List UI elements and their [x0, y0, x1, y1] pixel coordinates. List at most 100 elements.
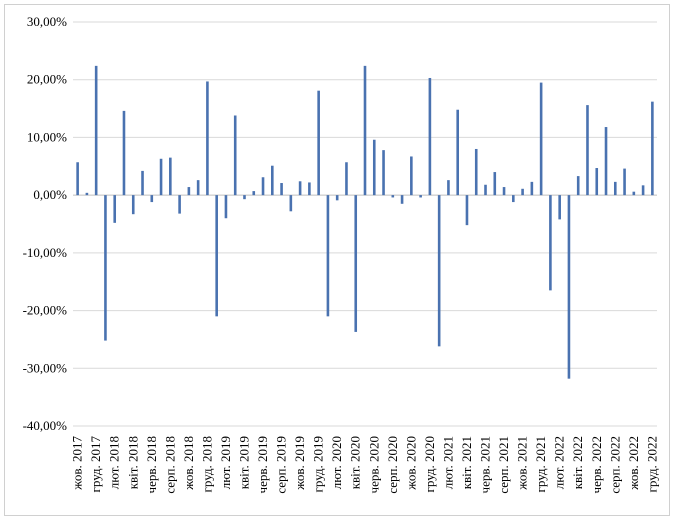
x-tick-label: жов. 2020 [403, 436, 418, 491]
x-tick-label: черв. 2020 [366, 436, 381, 493]
bar [437, 195, 441, 347]
x-tick-label: черв. 2022 [589, 436, 604, 493]
bar [567, 195, 571, 379]
x-tick-label: квіт. 2021 [459, 436, 474, 489]
bar [363, 65, 367, 196]
x-tick-label: лют. 2021 [440, 436, 455, 489]
bar [576, 176, 580, 196]
x-tick-label: серп. 2020 [385, 436, 400, 494]
bar [345, 162, 348, 196]
y-tick-label: -30,00% [23, 360, 68, 375]
x-tick-label: черв. 2019 [255, 436, 270, 493]
bar [271, 165, 274, 196]
bar [632, 191, 636, 196]
bar [122, 110, 126, 196]
bar [651, 101, 654, 196]
x-tick-label: груд. 2020 [422, 436, 437, 492]
bar [484, 184, 487, 196]
bar [85, 192, 89, 196]
x-tick-label: жов. 2022 [626, 436, 641, 491]
x-tick-label: груд. 2019 [311, 436, 326, 492]
bar [141, 170, 144, 196]
bar [261, 177, 265, 196]
bar [623, 168, 626, 196]
bars [76, 65, 654, 379]
bar-chart: -40,00% -30,00% -20,00% -10,00% 0,00% 10,00% 2… [23, 14, 660, 494]
x-tick-label: груд. 2021 [533, 436, 548, 492]
bar [150, 195, 154, 203]
bar [410, 156, 413, 196]
x-tick-label: лют. 2022 [552, 436, 567, 489]
bar [493, 172, 497, 196]
bar [474, 148, 478, 196]
x-tick-label: груд. 2017 [88, 436, 103, 493]
y-tick-label: 30,00% [27, 14, 67, 29]
x-axis: жов. 2017 груд. 2017 лют. 2018 квіт. 2018 че… [70, 436, 660, 494]
x-tick-label: серп. 2019 [274, 436, 289, 494]
bar [94, 65, 98, 196]
y-tick-label: -20,00% [23, 303, 68, 318]
bar [465, 195, 469, 226]
y-tick-label: 20,00% [27, 72, 67, 87]
bar [326, 195, 330, 317]
bar [419, 195, 422, 198]
bar [530, 181, 534, 196]
bar [549, 195, 552, 291]
chart-frame: -40,00% -30,00% -20,00% -10,00% 0,00% 10,00% 2… [4, 4, 670, 516]
x-tick-label: груд. 2018 [199, 436, 214, 492]
bar [521, 188, 524, 196]
bar [280, 183, 283, 196]
x-tick-label: серп. 2018 [162, 436, 177, 494]
bar [104, 195, 107, 341]
x-tick-label: квіт. 2020 [348, 436, 363, 489]
x-tick-label: серп. 2021 [496, 436, 511, 494]
bar [372, 139, 376, 196]
bar [641, 185, 645, 196]
x-tick-label: черв. 2021 [478, 436, 493, 493]
bar [400, 195, 404, 204]
bar [196, 180, 200, 196]
bar [604, 127, 608, 196]
bar [595, 168, 599, 196]
x-tick-label: лют. 2019 [218, 436, 233, 489]
bar [308, 182, 311, 196]
bar [456, 109, 459, 196]
x-tick-label: лют. 2020 [329, 436, 344, 489]
bar [233, 115, 237, 196]
bar [187, 187, 191, 196]
x-tick-label: жов. 2017 [70, 436, 85, 491]
bar [113, 195, 117, 223]
bar [382, 150, 385, 196]
bar [131, 195, 135, 215]
bar [447, 180, 450, 196]
bar [317, 90, 320, 196]
x-tick-label: квіт. 2022 [570, 436, 585, 489]
x-tick-label: лют. 2018 [107, 436, 122, 489]
bar [512, 195, 515, 203]
x-tick-label: жов. 2018 [181, 436, 196, 491]
bar [391, 195, 395, 198]
bar [159, 158, 163, 196]
x-tick-label: черв. 2018 [144, 436, 159, 493]
bar [206, 81, 209, 196]
y-tick-label: 10,00% [27, 129, 67, 144]
x-tick-label: груд. 2022 [644, 436, 659, 492]
y-axis: -40,00% -30,00% -20,00% -10,00% 0,00% 10,00% 2… [23, 14, 68, 433]
x-tick-label: квіт. 2019 [236, 436, 251, 489]
bar [428, 77, 432, 196]
x-tick-label: квіт. 2018 [125, 436, 140, 489]
y-tick-label: -40,00% [23, 418, 68, 433]
bar [354, 195, 358, 332]
bar [76, 162, 79, 196]
bar [252, 191, 256, 196]
x-tick-label: жов. 2021 [515, 436, 530, 491]
x-tick-label: жов. 2019 [292, 436, 307, 491]
bar [289, 195, 293, 212]
bar [169, 157, 172, 196]
x-tick-label: серп. 2022 [607, 436, 622, 494]
bar [335, 195, 339, 201]
bar [613, 181, 617, 196]
bar [558, 195, 561, 220]
bar [586, 105, 589, 196]
bar [224, 195, 228, 219]
